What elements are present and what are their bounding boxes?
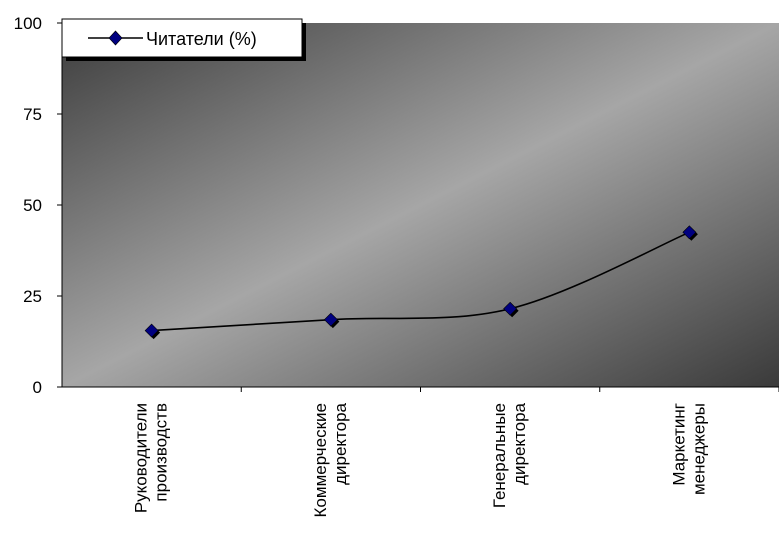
x-category-label: Генеральные директора	[490, 402, 529, 508]
x-category-label-line: Коммерческие	[311, 403, 330, 517]
x-category-label-line: директора	[331, 402, 350, 484]
legend-label: Читатели (%)	[146, 29, 257, 49]
x-category-label: Коммерческие директора	[311, 402, 350, 517]
x-category-label-line: Маркетинг	[669, 403, 688, 486]
data-point	[323, 312, 338, 327]
x-category-label: Руководители производств	[132, 403, 171, 513]
data-point	[682, 225, 697, 240]
series-line-readers	[151, 231, 690, 332]
y-tick-label: 75	[23, 105, 42, 124]
y-tick-label: 25	[23, 287, 42, 306]
plot-area	[62, 23, 779, 387]
y-tick-label: 100	[14, 14, 42, 33]
y-tick-label: 0	[33, 378, 42, 397]
data-point	[144, 323, 159, 338]
x-category-label-line: Генеральные	[490, 403, 509, 508]
series-markers	[144, 225, 698, 340]
x-category-label-line: менеджеры	[689, 403, 708, 495]
x-axis-categories: Руководители производств Коммерческие дирек…	[132, 387, 779, 517]
legend-marker-swatch	[108, 30, 123, 46]
x-category-label-line: директора	[510, 402, 529, 484]
data-point	[503, 301, 518, 316]
x-category-label-line: производств	[152, 403, 171, 502]
legend: Читатели (%)	[61, 18, 306, 61]
x-category-label-line: Руководители	[132, 403, 151, 513]
x-category-label: Маркетинг менеджеры	[669, 403, 708, 495]
y-axis-ticks: 0 25 50 75 100	[14, 14, 62, 397]
y-tick-label: 50	[23, 196, 42, 215]
